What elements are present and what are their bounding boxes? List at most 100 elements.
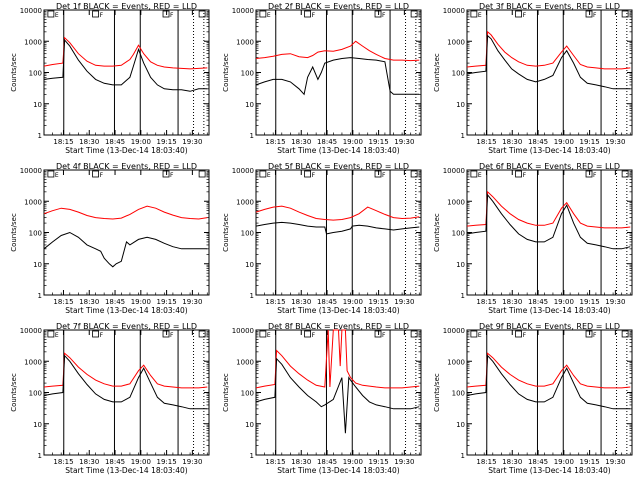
x-axis-label: Start Time (13-Dec-14 18:03:40)	[277, 466, 399, 475]
marker-box	[259, 170, 267, 178]
x-axis-label: Start Time (13-Dec-14 18:03:40)	[277, 146, 399, 155]
x-tick-label: 19:30	[394, 298, 414, 306]
plot-frame	[255, 169, 422, 296]
marker-letter: F	[100, 332, 104, 339]
y-tick-label: 10	[33, 101, 42, 109]
series-lld-line	[255, 205, 420, 221]
marker-letter: E	[418, 332, 422, 339]
y-tick-label: 1000	[447, 38, 465, 46]
x-tick-label: 19:00	[343, 138, 363, 146]
marker-box	[47, 330, 55, 338]
marker-letter: F	[523, 12, 527, 19]
y-tick-label: 1	[461, 292, 465, 300]
panel-det-3: Det 3f BLACK = Events, RED = LLD 1 10 100 10…	[433, 2, 633, 155]
marker-letter: F	[382, 172, 386, 179]
marker-letter: E	[55, 12, 59, 19]
x-tick-label: 18:45	[317, 458, 337, 466]
marker-box	[198, 330, 206, 338]
marker-letter: E	[206, 12, 210, 19]
series-lld-line	[255, 40, 420, 62]
marker-letter: F	[100, 172, 104, 179]
y-axis-label: Counts/sec	[222, 213, 230, 252]
y-tick-label: 1	[38, 132, 42, 140]
plot-frame	[43, 9, 210, 136]
marker-letter: E	[629, 12, 633, 19]
marker-box	[162, 170, 170, 178]
series-events-line	[466, 354, 631, 410]
x-tick-label: 19:30	[182, 458, 202, 466]
panel-det-8: Det 8f BLACK = Events, RED = LLD 1 10 100 10…	[222, 322, 422, 475]
y-tick-label: 100	[452, 70, 465, 78]
y-tick-label: 10000	[443, 7, 465, 15]
marker-letter: F	[170, 172, 174, 179]
marker-letter: F	[593, 12, 597, 19]
y-tick-label: 10000	[232, 327, 254, 335]
marker-box	[621, 330, 629, 338]
marker-letter: E	[206, 172, 210, 179]
series-events-line	[43, 38, 208, 92]
x-tick-label: 18:30	[291, 138, 311, 146]
x-tick-label: 19:00	[554, 138, 574, 146]
series-lld-line	[43, 352, 208, 389]
x-tick-label: 18:45	[528, 138, 548, 146]
y-tick-label: 100	[241, 70, 254, 78]
x-tick-label: 18:30	[79, 138, 99, 146]
plot-frame	[466, 329, 633, 456]
marker-box	[162, 330, 170, 338]
x-tick-label: 18:15	[265, 298, 285, 306]
marker-box	[470, 170, 478, 178]
x-tick-label: 19:00	[131, 458, 151, 466]
marker-box	[374, 170, 382, 178]
x-axis-label: Start Time (13-Dec-14 18:03:40)	[488, 466, 610, 475]
marker-letter: F	[523, 332, 527, 339]
x-tick-label: 18:30	[502, 138, 522, 146]
y-tick-label: 10	[245, 421, 254, 429]
x-tick-label: 18:30	[79, 298, 99, 306]
x-tick-label: 19:00	[131, 298, 151, 306]
x-tick-label: 19:00	[554, 298, 574, 306]
marker-box	[259, 10, 267, 18]
marker-box	[304, 10, 311, 18]
x-tick-label: 19:30	[605, 138, 625, 146]
y-tick-label: 100	[241, 230, 254, 238]
marker-box	[162, 10, 170, 18]
x-tick-label: 18:30	[502, 458, 522, 466]
x-tick-label: 19:15	[369, 138, 389, 146]
panel-title: Det 2f BLACK = Events, RED = LLD	[268, 2, 409, 11]
x-tick-label: 18:15	[53, 138, 73, 146]
marker-letter: E	[206, 332, 210, 339]
y-tick-label: 10	[456, 101, 465, 109]
marker-box	[470, 330, 478, 338]
y-tick-label: 100	[29, 70, 42, 78]
marker-letter: E	[418, 172, 422, 179]
marker-box	[621, 170, 629, 178]
y-tick-label: 10	[245, 101, 254, 109]
marker-letter: F	[170, 12, 174, 19]
y-tick-label: 10000	[232, 167, 254, 175]
y-axis-label: Counts/sec	[10, 53, 18, 92]
y-axis-label: Counts/sec	[222, 373, 230, 412]
marker-box	[92, 10, 99, 18]
y-tick-label: 1000	[236, 38, 254, 46]
x-tick-label: 19:30	[182, 138, 202, 146]
marker-letter: E	[267, 332, 271, 339]
marker-box	[92, 330, 99, 338]
x-axis-label: Start Time (13-Dec-14 18:03:40)	[65, 306, 187, 315]
y-axis-label: Counts/sec	[433, 373, 441, 412]
panel-title: Det 4f BLACK = Events, RED = LLD	[56, 162, 197, 171]
y-tick-label: 1000	[447, 358, 465, 366]
plot-frame	[255, 329, 422, 456]
marker-letter: E	[55, 332, 59, 339]
x-tick-label: 18:15	[53, 458, 73, 466]
y-tick-label: 1	[38, 292, 42, 300]
y-tick-label: 10	[456, 261, 465, 269]
y-axis-label: Counts/sec	[433, 213, 441, 252]
marker-box	[198, 170, 206, 178]
y-tick-label: 100	[452, 230, 465, 238]
series-events-line	[43, 231, 208, 268]
marker-box	[621, 10, 629, 18]
x-tick-label: 18:30	[502, 298, 522, 306]
plot-frame	[255, 9, 422, 136]
x-tick-label: 19:15	[369, 298, 389, 306]
marker-letter: E	[478, 332, 482, 339]
